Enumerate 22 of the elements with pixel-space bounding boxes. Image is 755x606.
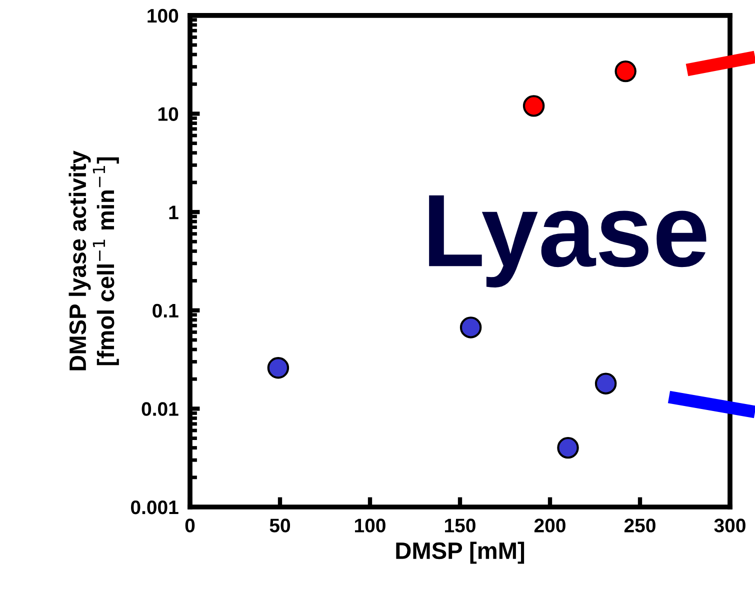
y-tick-label: 10 <box>158 107 178 121</box>
x-tick-label: 300 <box>714 518 746 532</box>
y-tick-label: 0.1 <box>152 304 178 318</box>
x-tick-label: 50 <box>270 518 290 532</box>
point <box>522 95 545 117</box>
x-tick-label: 200 <box>534 518 566 532</box>
y-tick-label: 1 <box>169 206 178 220</box>
point <box>614 60 636 82</box>
x-tick-label: 0 <box>185 518 195 532</box>
annotation: Lyase <box>429 195 706 288</box>
point <box>594 372 617 394</box>
point <box>460 316 482 338</box>
x-axis-title: DMSP [mM] <box>396 542 524 564</box>
y-axis-title: DMSP lyase activity [fmol cell$^{−1}$ min$^{−1}$] <box>68 150 119 370</box>
y-tick-label: 100 <box>148 8 178 23</box>
x-tick-label: 100 <box>355 518 386 532</box>
x-tick-label: 150 <box>445 518 476 532</box>
point <box>267 357 290 379</box>
point <box>557 436 579 459</box>
x-tick-label: 250 <box>624 518 656 532</box>
y-tick-label: 0.001 <box>131 500 178 514</box>
y-tick-label: 0.01 <box>142 402 178 416</box>
